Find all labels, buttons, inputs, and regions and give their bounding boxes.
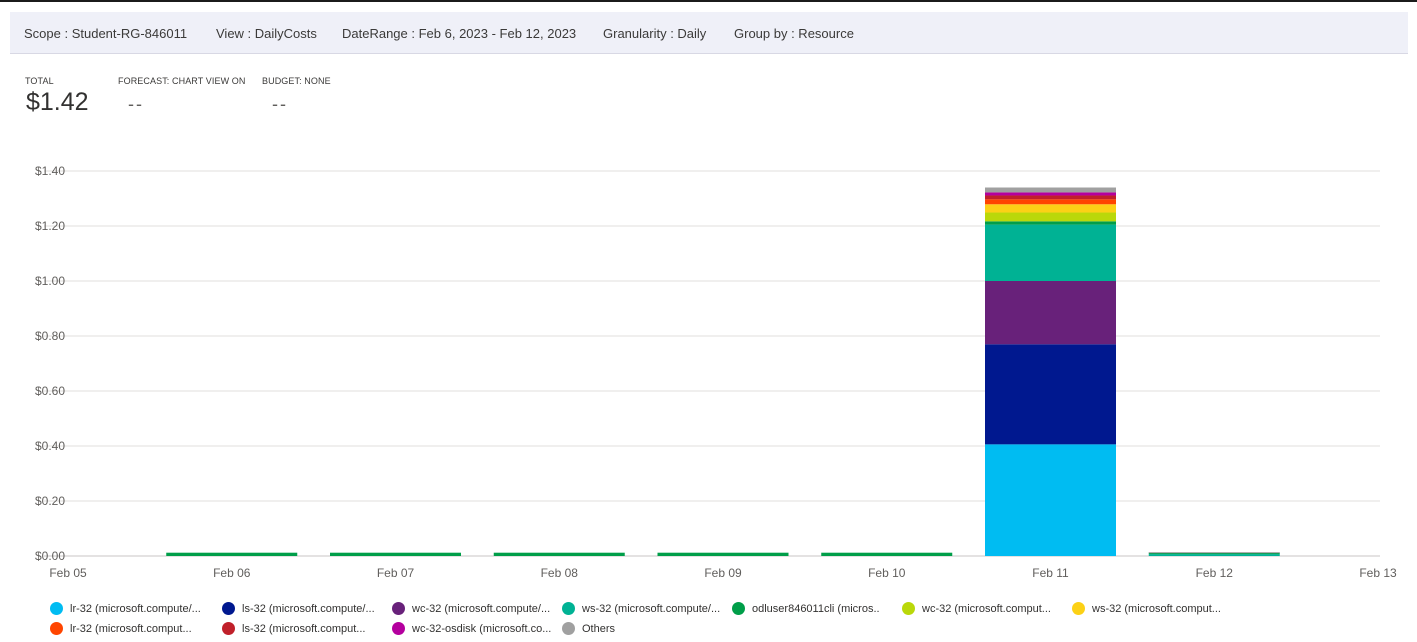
legend-item[interactable]: ls-32 (microsoft.compute/... [222, 602, 375, 615]
bar-segment [985, 221, 1116, 225]
scope-bar: Scope : Student-RG-846011 View : DailyCo… [10, 12, 1408, 54]
legend-swatch [902, 602, 915, 615]
x-tick-label: Feb 07 [377, 566, 415, 580]
legend-swatch [562, 622, 575, 635]
daily-costs-chart: $0.00 $0.20 $0.40 $0.60 $0.80 $1.00 $1.20 $1.40… [35, 164, 1397, 580]
bar-segment [985, 204, 1116, 213]
x-tick-label: Feb 09 [704, 566, 742, 580]
legend-swatch [562, 602, 575, 615]
legend-label: ws-32 (microsoft.comput... [1092, 602, 1221, 615]
bar-segment [985, 281, 1116, 345]
legend-label: wc-32 (microsoft.comput... [922, 602, 1051, 615]
bar-segment [821, 552, 953, 556]
bar-segment [985, 187, 1116, 193]
legend-item[interactable]: lr-32 (microsoft.comput... [50, 622, 192, 635]
legend-swatch [50, 622, 63, 635]
bar-segment [657, 552, 789, 556]
legend-item[interactable]: wc-32 (microsoft.comput... [902, 602, 1051, 615]
legend-label: ls-32 (microsoft.compute/... [242, 602, 375, 615]
x-tick-label: Feb 12 [1196, 566, 1234, 580]
legend-label: lr-32 (microsoft.compute/... [70, 602, 201, 615]
x-tick-label: Feb 05 [49, 566, 87, 580]
bar-segment [985, 444, 1116, 556]
y-tick-label: $0.60 [35, 384, 65, 398]
legend-label: wc-32-osdisk (microsoft.co... [412, 622, 552, 635]
x-tick-label: Feb 11 [1032, 566, 1069, 580]
window-top-border [0, 0, 1417, 2]
legend-swatch [392, 622, 405, 635]
chart-legend: lr-32 (microsoft.compute/... ls-32 (micro… [50, 602, 1390, 642]
y-tick-label: $0.40 [35, 439, 65, 453]
granularity-pill[interactable]: Granularity : Daily [603, 26, 707, 41]
x-tick-label: Feb 10 [868, 566, 906, 580]
legend-label: odluser846011cli (micros.. [752, 602, 880, 615]
legend-label: ws-32 (microsoft.compute/... [582, 602, 721, 615]
legend-label: ls-32 (microsoft.comput... [242, 622, 366, 635]
x-tick-label: Feb 08 [541, 566, 579, 580]
forecast-label: FORECAST: CHART VIEW ON [118, 76, 246, 86]
date-range-pill[interactable]: DateRange : Feb 6, 2023 - Feb 12, 2023 [342, 26, 577, 41]
legend-item[interactable]: ws-32 (microsoft.compute/... [562, 602, 720, 615]
x-tick-label: Feb 13 [1359, 566, 1397, 580]
bar-segment [330, 552, 461, 556]
legend-swatch [50, 602, 63, 615]
y-tick-label: $0.20 [35, 494, 65, 508]
x-tick-label: Feb 06 [213, 566, 251, 580]
bar-segment [985, 192, 1116, 196]
y-tick-label: $1.40 [35, 164, 65, 178]
bar-segment [985, 344, 1116, 445]
bar-segment [985, 224, 1116, 281]
bar-segment [1148, 552, 1280, 555]
total-label: TOTAL [25, 76, 54, 86]
bar-segment [985, 195, 1116, 200]
legend-item[interactable]: ws-32 (microsoft.comput... [1072, 602, 1221, 615]
legend-label: lr-32 (microsoft.comput... [70, 622, 192, 635]
legend-label: wc-32 (microsoft.compute/... [412, 602, 551, 615]
scope-pill[interactable]: Scope : Student-RG-846011 [24, 26, 188, 41]
legend-item[interactable]: Others [562, 622, 615, 635]
legend-item[interactable]: wc-32 (microsoft.compute/... [392, 602, 550, 615]
legend-item[interactable]: ls-32 (microsoft.comput... [222, 622, 365, 635]
total-value: $1.42 [26, 88, 89, 116]
y-tick-label: $0.00 [35, 549, 65, 563]
legend-swatch [222, 622, 235, 635]
legend-swatch [392, 602, 405, 615]
bar-segment [1148, 554, 1280, 556]
legend-label: Others [582, 622, 616, 635]
legend-swatch [732, 602, 745, 615]
legend-item[interactable]: lr-32 (microsoft.compute/... [50, 602, 201, 615]
budget-label: BUDGET: NONE [262, 76, 331, 86]
legend-swatch [1072, 602, 1085, 615]
bar-segment [985, 212, 1116, 222]
view-pill[interactable]: View : DailyCosts [216, 26, 317, 41]
legend-item[interactable]: wc-32-osdisk (microsoft.co... [392, 622, 551, 635]
y-tick-label: $1.00 [35, 274, 65, 288]
legend-item[interactable]: odluser846011cli (micros.. [732, 602, 880, 615]
legend-swatch [222, 602, 235, 615]
bar-segment [1148, 552, 1280, 554]
y-tick-label: $1.20 [35, 219, 65, 233]
group-by-pill[interactable]: Group by : Resource [734, 26, 854, 41]
y-tick-label: $0.80 [35, 329, 65, 343]
forecast-value: -- [128, 94, 144, 114]
bar-segment [493, 552, 625, 556]
budget-value: -- [272, 94, 288, 114]
bar-segment [166, 552, 298, 556]
bar-segment [985, 199, 1116, 205]
